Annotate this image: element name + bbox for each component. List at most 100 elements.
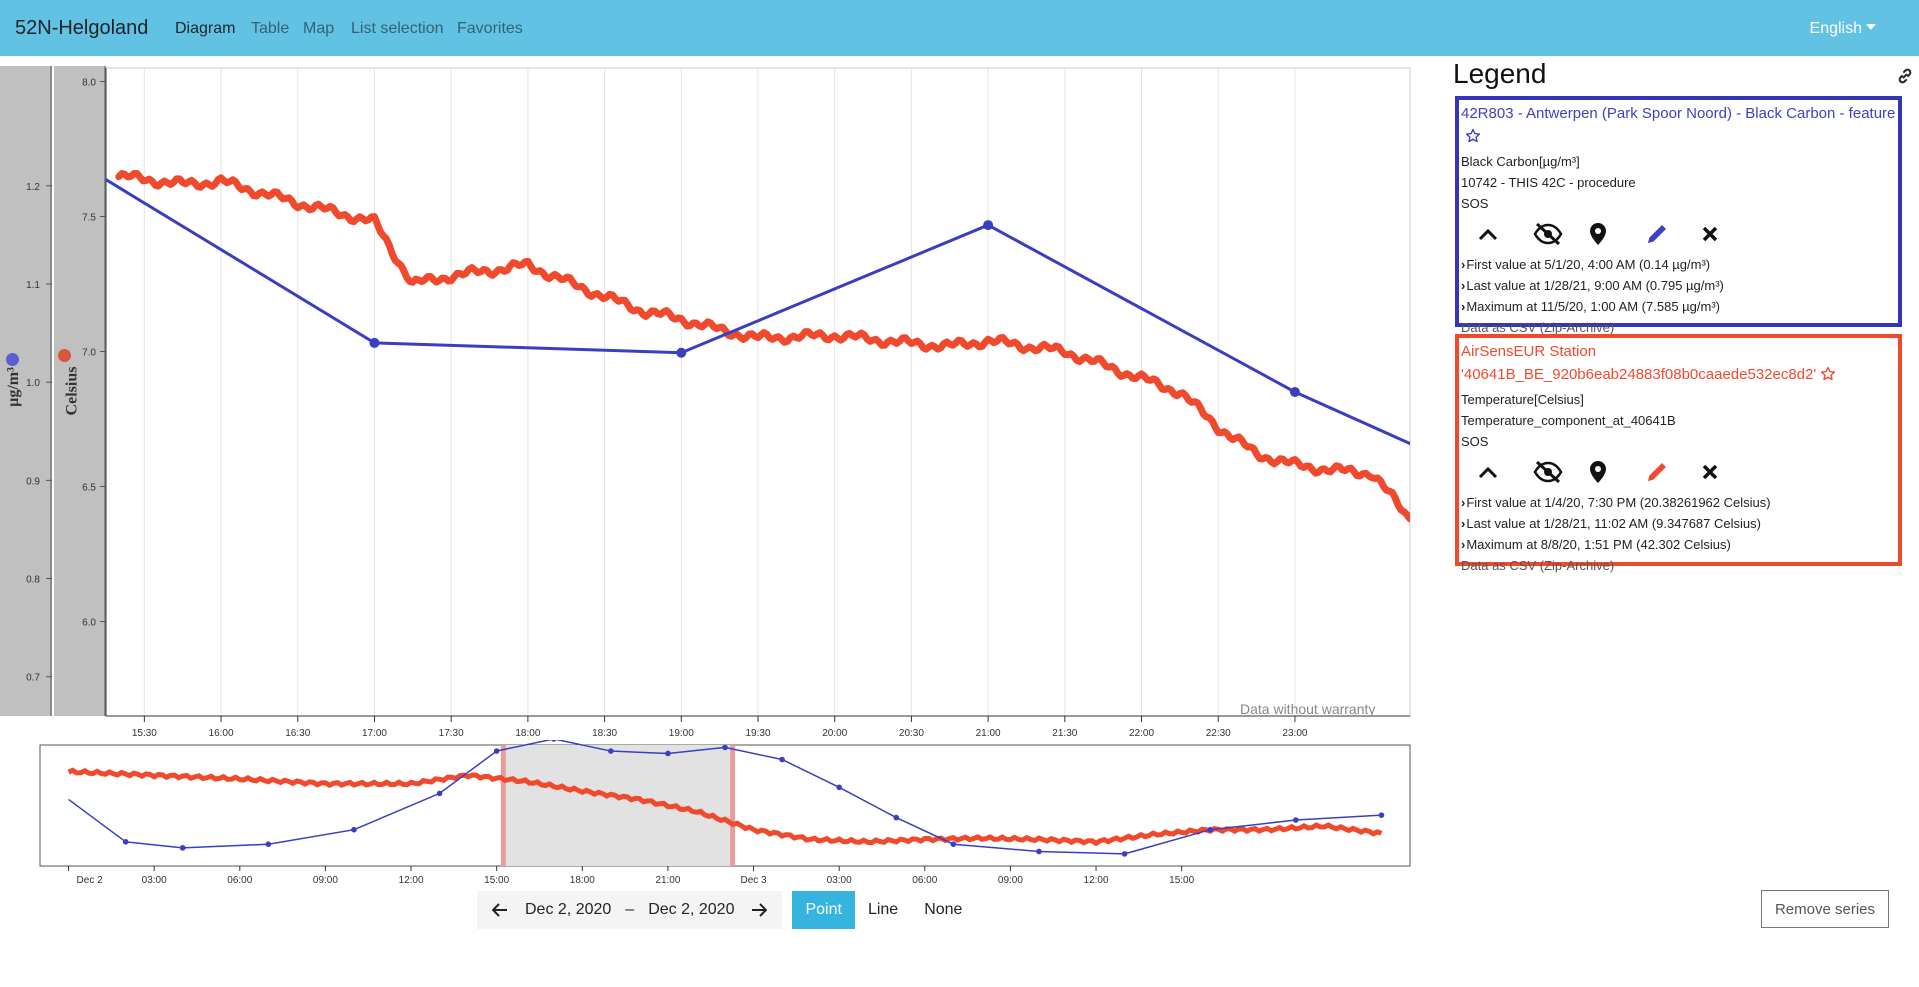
navigator-tick-label: Dec 3 (740, 875, 767, 886)
legend-service: SOS (1461, 434, 1489, 449)
x-tick-label: 22:00 (1129, 728, 1154, 739)
legend-entry-temperature[interactable]: AirSensEUR Station '40641B_BE_920b6eab24… (1455, 334, 1902, 573)
legend-maximum[interactable]: ›Maximum at 11/5/20, 1:00 AM (7.585 µg/m… (1461, 296, 1896, 317)
eye-slash-icon[interactable] (1533, 457, 1589, 487)
navigator-tick-label: 09:00 (998, 875, 1023, 886)
legend-first-value-text: First value at 1/4/20, 7:30 PM (20.38261… (1466, 495, 1771, 510)
timespan-from[interactable]: Dec 2, 2020 (525, 901, 612, 918)
arrow-left-icon[interactable] (485, 895, 515, 925)
map-marker-icon[interactable] (1589, 219, 1645, 249)
navigator-tick-label: 06:00 (912, 875, 937, 886)
remove-series-button[interactable]: Remove series (1761, 890, 1889, 928)
navigator-content: Dec 2 03:00 06:00 09:00 12:00 15:00 18:00 21:00… (39, 740, 1411, 886)
navigator-black-carbon-point (779, 756, 785, 763)
y-right-tick-label: 6.0 (82, 618, 96, 629)
y-left-tick-label: 1.0 (26, 378, 40, 389)
main-chart[interactable]: 1.2 1.1 1.0 0.9 0.8 0.7 8.0 7.5 7.0 6.5 6.0 15:30… (0, 60, 1419, 740)
chevron-right-icon: › (1461, 257, 1466, 272)
legend-last-value-text: Last value at 1/28/21, 9:00 AM (0.795 µg… (1466, 278, 1724, 293)
navigator-black-carbon-point (608, 748, 614, 754)
y-left-ticks: 1.2 1.1 1.0 0.9 0.8 0.7 (26, 182, 52, 684)
x-tick-label: 18:30 (592, 728, 617, 739)
nav-map[interactable]: Map (303, 20, 335, 37)
legend-phenomenon: Temperature[Celsius] (1461, 392, 1584, 407)
chevron-right-icon: › (1461, 299, 1466, 314)
x-tick-label: 17:00 (362, 728, 387, 739)
chevron-up-icon[interactable] (1477, 219, 1533, 249)
legend-last-value[interactable]: ›Last value at 1/28/21, 11:02 AM (9.3476… (1461, 513, 1896, 534)
legend-first-value[interactable]: ›First value at 1/4/20, 7:30 PM (20.3826… (1461, 492, 1896, 513)
x-tick-label: 20:30 (899, 728, 924, 739)
legend-actions (1461, 452, 1896, 492)
legend-maximum[interactable]: ›Maximum at 8/8/20, 1:51 PM (42.302 Cels… (1461, 534, 1896, 555)
navigator-black-carbon-point (436, 790, 443, 797)
legend-actions (1461, 214, 1896, 254)
series-black-carbon-point (676, 347, 687, 358)
y-axis-panel-left[interactable]: µg/m³ (0, 66, 52, 716)
nav-favorites[interactable]: Favorites (457, 20, 523, 37)
navigator-handle-right (730, 745, 736, 866)
pencil-icon[interactable] (1645, 219, 1701, 249)
map-marker-icon[interactable] (1589, 457, 1645, 487)
eye-slash-icon[interactable] (1533, 219, 1589, 249)
x-tick-label: 15:30 (132, 728, 157, 739)
arrow-right-icon[interactable] (744, 895, 774, 925)
link-icon[interactable] (1897, 68, 1913, 89)
navigator-selection (503, 745, 733, 866)
legend-entry-black-carbon[interactable]: 42R803 - Antwerpen (Park Spoor Noord) - … (1455, 96, 1902, 335)
y-axis-panel-right[interactable]: Celsius (54, 66, 106, 716)
navigator-black-carbon-point (950, 841, 957, 848)
legend-first-value[interactable]: ›First value at 5/1/20, 4:00 AM (0.14 µg… (1461, 254, 1896, 275)
series-color-dot-blue (6, 353, 19, 366)
navigator-handle-left (500, 745, 506, 866)
legend-service: SOS (1461, 196, 1489, 211)
star-icon[interactable] (1465, 128, 1481, 151)
mode-none-button[interactable]: None (911, 891, 976, 929)
navigator-black-carbon-point (836, 784, 842, 791)
y-right-tick-label: 8.0 (82, 78, 96, 89)
nav-diagram[interactable]: Diagram (175, 20, 236, 37)
x-tick-label: 18:00 (515, 728, 540, 739)
navigator-black-carbon-point (893, 814, 900, 821)
legend-csv-link[interactable]: Data as CSV (Zip-Archive) (1461, 320, 1615, 335)
y-right-tick-label: 7.5 (82, 213, 96, 224)
mode-line-button[interactable]: Line (854, 891, 912, 929)
timespan-dash: – (625, 901, 635, 918)
pencil-icon[interactable] (1645, 457, 1701, 487)
y-right-ticks: 8.0 7.5 7.0 6.5 6.0 (82, 68, 107, 716)
app-brand[interactable]: 52N-Helgoland (15, 17, 149, 39)
legend-entry-title[interactable]: 42R803 - Antwerpen (Park Spoor Noord) - … (1461, 102, 1896, 151)
series-black-carbon-point (983, 220, 994, 231)
language-dropdown[interactable]: English (1810, 20, 1876, 38)
navigator-black-carbon-point (1036, 848, 1042, 855)
navigator-tick-label: 06:00 (227, 875, 252, 886)
mode-point-button[interactable]: Point (792, 891, 855, 929)
y-left-tick-label: 1.2 (26, 182, 40, 193)
nav-table[interactable]: Table (251, 20, 290, 37)
legend-entry-title[interactable]: AirSensEUR Station '40641B_BE_920b6eab24… (1461, 340, 1896, 389)
timespan-to[interactable]: Dec 2, 2020 (648, 901, 735, 918)
series-color-dot-red (58, 349, 71, 362)
series-temperature-line (115, 169, 1410, 523)
series-black-carbon-line (106, 177, 1410, 446)
close-icon[interactable] (1701, 219, 1757, 249)
navigator-tick-label: 15:00 (1169, 875, 1194, 886)
navigator-chart[interactable]: Dec 2 03:00 06:00 09:00 12:00 15:00 18:00 21:00… (0, 740, 1419, 890)
legend-csv-link[interactable]: Data as CSV (Zip-Archive) (1461, 558, 1615, 573)
navigator-tick-label: 03:00 (142, 875, 167, 886)
chevron-up-icon[interactable] (1477, 457, 1533, 487)
nav-list-selection[interactable]: List selection (351, 20, 444, 37)
legend-title: Legend (1453, 58, 1547, 89)
star-icon[interactable] (1820, 366, 1836, 389)
legend-last-value[interactable]: ›Last value at 1/28/21, 9:00 AM (0.795 µ… (1461, 275, 1896, 296)
chevron-right-icon: › (1461, 537, 1466, 552)
chevron-right-icon: › (1461, 278, 1466, 293)
x-ticks: 15:30 16:00 16:30 17:00 17:30 18:00 18:30 19:00… (106, 715, 1410, 739)
y-right-tick-label: 7.0 (82, 348, 96, 359)
legend-phenomenon: Black Carbon[µg/m³] (1461, 154, 1580, 169)
navigator-tick-label: 15:00 (484, 875, 509, 886)
x-tick-label: 23:00 (1282, 728, 1307, 739)
navigator-black-carbon-point (351, 826, 357, 833)
close-icon[interactable] (1701, 457, 1757, 487)
navigator-black-carbon-point (1207, 826, 1214, 833)
